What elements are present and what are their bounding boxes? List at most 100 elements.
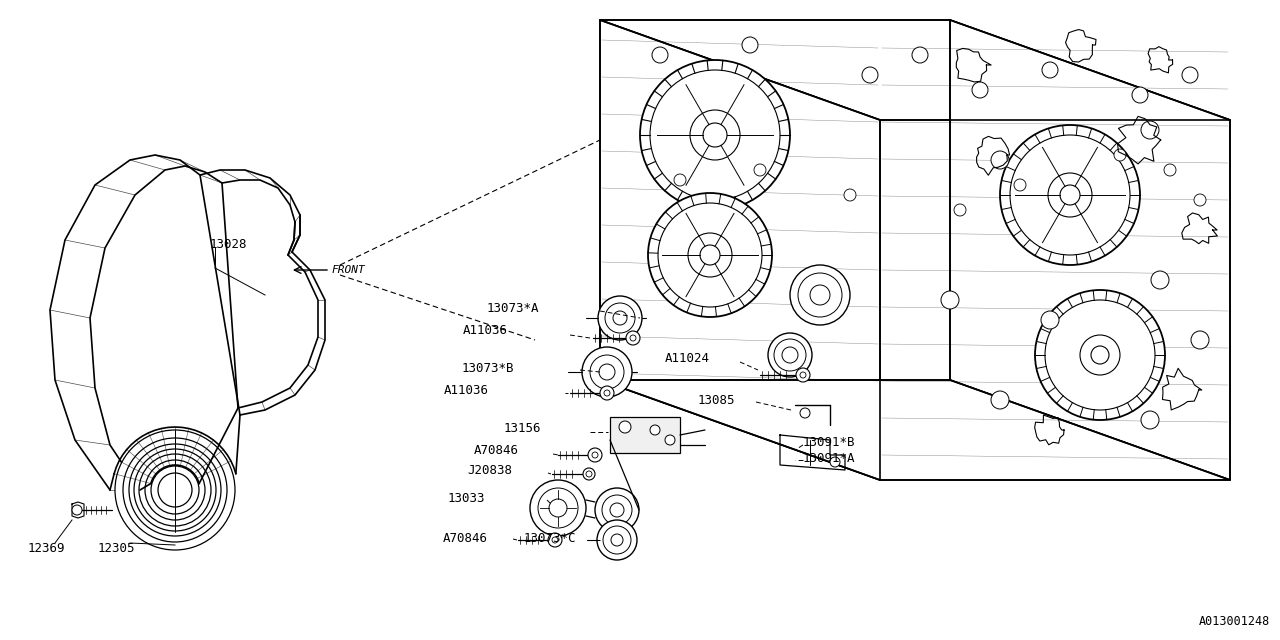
Circle shape	[1048, 173, 1092, 217]
Text: J20838: J20838	[467, 463, 512, 477]
Circle shape	[611, 503, 625, 517]
Text: 13156: 13156	[504, 422, 541, 435]
Circle shape	[620, 421, 631, 433]
Circle shape	[604, 390, 611, 396]
Text: 12369: 12369	[28, 541, 65, 554]
Text: 13091*A: 13091*A	[803, 451, 855, 465]
Circle shape	[742, 37, 758, 53]
Circle shape	[1140, 121, 1158, 139]
Text: 13073*B: 13073*B	[462, 362, 515, 374]
Circle shape	[140, 454, 211, 526]
Circle shape	[1010, 135, 1130, 255]
Polygon shape	[950, 20, 1230, 480]
Circle shape	[549, 499, 567, 517]
Text: A70846: A70846	[443, 531, 488, 545]
Circle shape	[596, 520, 637, 560]
Circle shape	[1042, 62, 1059, 78]
Circle shape	[552, 537, 558, 543]
Circle shape	[666, 435, 675, 445]
Circle shape	[626, 331, 640, 345]
Circle shape	[703, 123, 727, 147]
Circle shape	[548, 533, 562, 547]
Text: 13073*A: 13073*A	[486, 301, 539, 314]
Text: 13085: 13085	[698, 394, 736, 406]
Circle shape	[810, 285, 829, 305]
Circle shape	[800, 408, 810, 418]
Circle shape	[829, 457, 840, 467]
Circle shape	[790, 265, 850, 325]
Circle shape	[123, 438, 227, 542]
Text: 12305: 12305	[99, 541, 136, 554]
Circle shape	[151, 466, 198, 514]
Text: A11036: A11036	[463, 323, 508, 337]
Circle shape	[675, 174, 686, 186]
Circle shape	[640, 60, 790, 210]
Circle shape	[595, 488, 639, 532]
Circle shape	[145, 460, 205, 520]
Circle shape	[941, 291, 959, 309]
Circle shape	[1041, 311, 1059, 329]
Text: 13033: 13033	[448, 492, 485, 504]
Circle shape	[630, 335, 636, 341]
Circle shape	[129, 444, 221, 536]
Circle shape	[582, 347, 632, 397]
Circle shape	[768, 333, 812, 377]
Circle shape	[991, 391, 1009, 409]
Circle shape	[1036, 290, 1165, 420]
Circle shape	[1044, 300, 1155, 410]
Circle shape	[1164, 164, 1176, 176]
Circle shape	[157, 473, 192, 507]
Circle shape	[991, 151, 1009, 169]
Text: A70846: A70846	[474, 444, 518, 456]
Polygon shape	[611, 417, 680, 453]
Text: 13091*B: 13091*B	[803, 435, 855, 449]
Circle shape	[1181, 67, 1198, 83]
Circle shape	[605, 303, 635, 333]
Circle shape	[954, 204, 966, 216]
Polygon shape	[600, 20, 881, 480]
Circle shape	[1060, 185, 1080, 205]
Circle shape	[1132, 87, 1148, 103]
Circle shape	[796, 368, 810, 382]
Circle shape	[530, 480, 586, 536]
Circle shape	[538, 488, 579, 528]
Circle shape	[115, 430, 236, 550]
Circle shape	[588, 448, 602, 462]
Circle shape	[598, 296, 643, 340]
Circle shape	[648, 193, 772, 317]
Circle shape	[754, 164, 765, 176]
Circle shape	[1140, 411, 1158, 429]
Circle shape	[1091, 346, 1108, 364]
Circle shape	[650, 425, 660, 435]
Circle shape	[658, 203, 762, 307]
Polygon shape	[600, 20, 1230, 120]
Circle shape	[1000, 125, 1140, 265]
Circle shape	[782, 347, 797, 363]
Circle shape	[1114, 149, 1126, 161]
Polygon shape	[600, 380, 1230, 480]
Circle shape	[861, 67, 878, 83]
Circle shape	[972, 82, 988, 98]
Circle shape	[1194, 194, 1206, 206]
Circle shape	[600, 386, 614, 400]
Text: 13028: 13028	[210, 239, 247, 252]
Circle shape	[134, 449, 216, 531]
Circle shape	[611, 534, 623, 546]
Circle shape	[72, 505, 82, 515]
Circle shape	[1190, 331, 1210, 349]
Circle shape	[582, 468, 595, 480]
Circle shape	[700, 245, 719, 265]
Circle shape	[591, 452, 598, 458]
Circle shape	[844, 189, 856, 201]
Circle shape	[1151, 271, 1169, 289]
Text: A11036: A11036	[444, 385, 489, 397]
Circle shape	[911, 47, 928, 63]
Circle shape	[1080, 335, 1120, 375]
Circle shape	[797, 273, 842, 317]
Text: A013001248: A013001248	[1199, 615, 1270, 628]
Circle shape	[613, 311, 627, 325]
Circle shape	[602, 495, 632, 525]
Circle shape	[586, 471, 591, 477]
Text: FRONT: FRONT	[332, 265, 366, 275]
Circle shape	[590, 355, 625, 389]
